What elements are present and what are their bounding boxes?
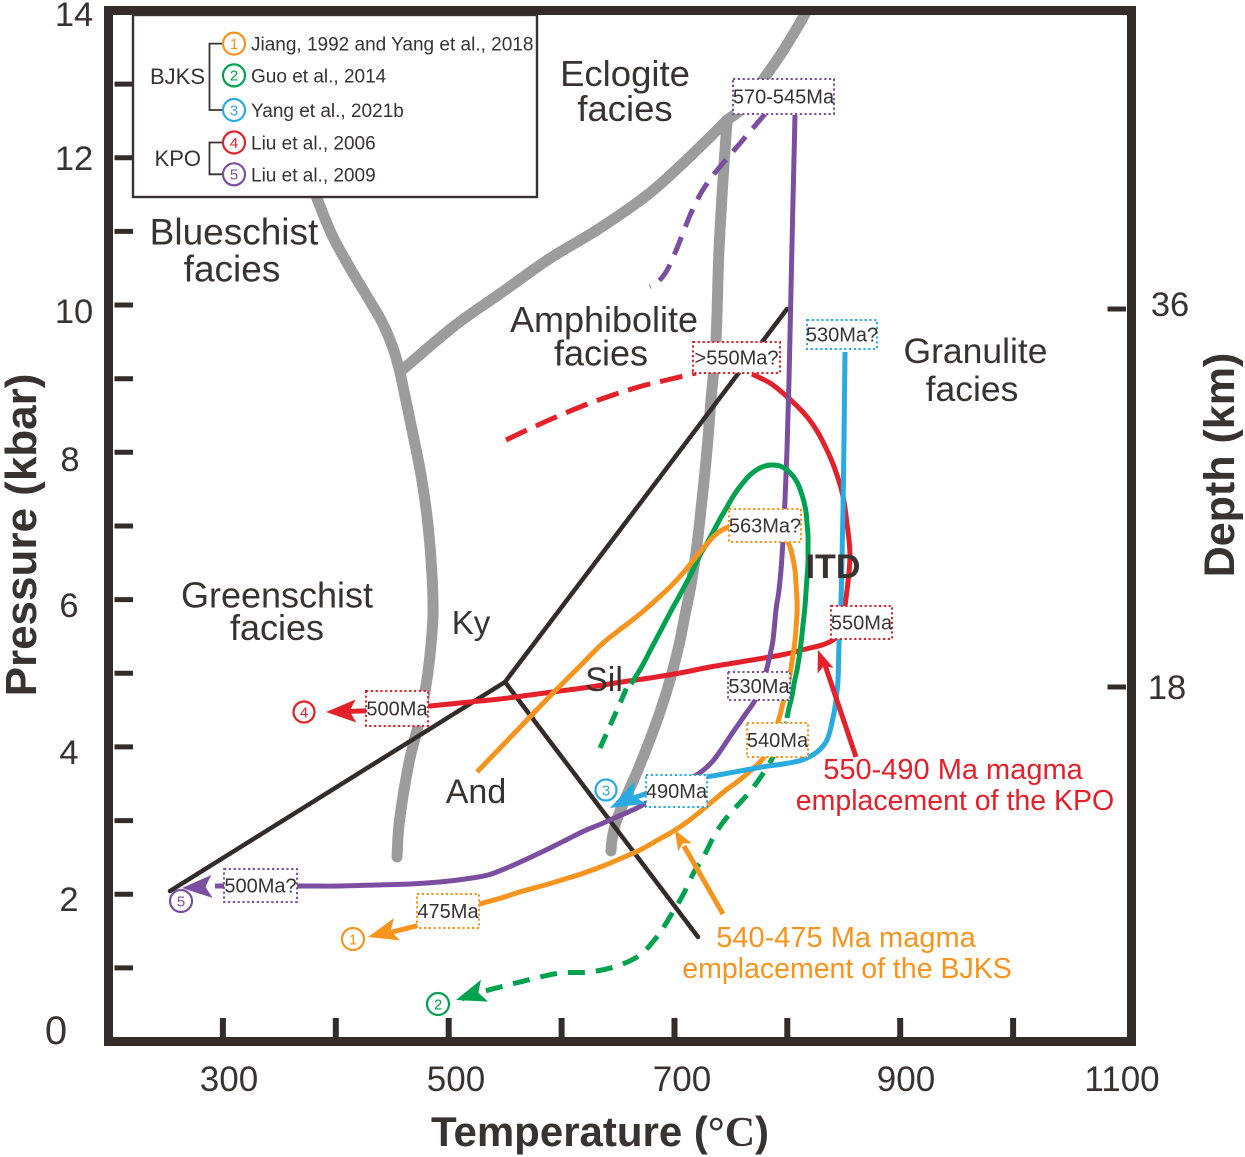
svg-text:5: 5 (230, 167, 238, 184)
svg-text:475Ma: 475Ma (417, 901, 479, 923)
svg-text:530Ma: 530Ma (728, 676, 790, 698)
svg-text:Liu et al., 2006: Liu et al., 2006 (251, 134, 376, 155)
svg-text:550Ma: 550Ma (831, 613, 893, 635)
svg-text:4: 4 (300, 705, 308, 722)
svg-text:900: 900 (877, 1060, 935, 1099)
svg-text:0: 0 (45, 1009, 67, 1053)
svg-text:Sil: Sil (585, 661, 623, 699)
svg-text:Granulite: Granulite (903, 331, 1047, 371)
svg-text:530Ma?: 530Ma? (806, 325, 878, 347)
svg-text:Ky: Ky (452, 604, 491, 641)
svg-text:facies: facies (577, 88, 672, 129)
svg-text:2: 2 (434, 997, 442, 1014)
svg-text:And: And (446, 773, 507, 811)
svg-text:300: 300 (200, 1060, 258, 1099)
svg-text:2: 2 (59, 881, 78, 919)
svg-text:500Ma: 500Ma (366, 699, 428, 721)
svg-text:>550Ma?: >550Ma? (695, 348, 779, 370)
svg-text:570-545Ma: 570-545Ma (733, 87, 835, 109)
svg-text:3: 3 (602, 783, 610, 800)
svg-text:1: 1 (349, 932, 357, 949)
svg-text:500: 500 (427, 1060, 485, 1099)
svg-text:facies: facies (184, 249, 281, 290)
svg-text:Greenschist: Greenschist (181, 575, 373, 616)
svg-text:12: 12 (55, 140, 93, 178)
svg-text:ITD: ITD (806, 548, 861, 586)
svg-text:18: 18 (1148, 669, 1186, 707)
svg-text:1100: 1100 (1084, 1060, 1159, 1099)
svg-text:emplacement of the BJKS: emplacement of the BJKS (682, 953, 1012, 985)
svg-text:BJKS: BJKS (150, 64, 205, 89)
svg-text:facies: facies (554, 333, 648, 374)
svg-text:Depth (km): Depth (km) (1196, 353, 1244, 578)
svg-text:5: 5 (177, 894, 185, 911)
svg-text:Pressure (kbar): Pressure (kbar) (0, 374, 46, 697)
svg-text:2: 2 (230, 68, 238, 85)
svg-text:6: 6 (59, 587, 78, 625)
svg-text:550-490 Ma magma: 550-490 Ma magma (823, 754, 1083, 786)
svg-text:Guo et al., 2014: Guo et al., 2014 (251, 66, 387, 87)
svg-text:540Ma: 540Ma (747, 730, 809, 752)
svg-text:36: 36 (1151, 286, 1189, 324)
svg-text:emplacement of the KPO: emplacement of the KPO (796, 785, 1114, 817)
svg-text:facies: facies (230, 607, 324, 648)
svg-text:10: 10 (55, 293, 93, 331)
svg-text:1: 1 (230, 36, 238, 53)
svg-text:540-475 Ma magma: 540-475 Ma magma (716, 922, 976, 954)
svg-text:KPO: KPO (155, 146, 201, 171)
svg-text:8: 8 (60, 441, 79, 479)
svg-text:4: 4 (230, 135, 238, 152)
svg-text:14: 14 (55, 0, 93, 34)
svg-text:Yang et al., 2021b: Yang et al., 2021b (251, 101, 404, 122)
svg-text:Liu et al., 2009: Liu et al., 2009 (251, 165, 376, 186)
svg-text:Eclogite: Eclogite (560, 53, 690, 94)
svg-text:Blueschist: Blueschist (150, 212, 319, 253)
svg-text:500Ma?: 500Ma? (224, 876, 296, 898)
svg-text:facies: facies (926, 369, 1019, 409)
svg-text:Jiang, 1992 and Yang et al., 2: Jiang, 1992 and Yang et al., 2018 (251, 35, 533, 56)
svg-text:4: 4 (59, 734, 78, 772)
svg-text:563Ma?: 563Ma? (729, 516, 801, 538)
svg-text:490Ma: 490Ma (646, 781, 708, 803)
svg-text:700: 700 (653, 1060, 711, 1099)
svg-text:3: 3 (230, 102, 238, 119)
svg-text:Temperature (°C): Temperature (°C) (431, 1108, 769, 1156)
svg-text:Amphibolite: Amphibolite (510, 299, 698, 340)
